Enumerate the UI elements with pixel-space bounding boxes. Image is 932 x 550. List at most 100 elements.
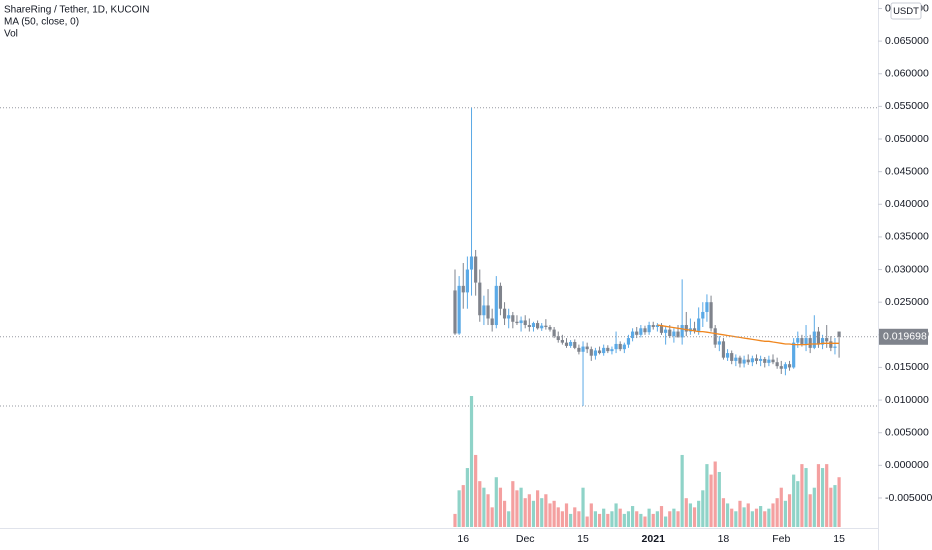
candle-body [651, 325, 655, 327]
volume-bar [614, 503, 618, 527]
candle-body [668, 329, 672, 337]
candle-body [647, 325, 651, 333]
candle-body [511, 315, 515, 322]
y-tick-label: 0.030000 [885, 263, 929, 275]
volume-bar [511, 481, 515, 527]
volume-bar [581, 487, 585, 527]
volume-bar [672, 508, 676, 527]
candle-body [519, 320, 523, 324]
candle-body [478, 282, 482, 316]
volume-bar [635, 511, 639, 527]
candle-body [709, 302, 713, 329]
x-tick-label: 16 [457, 533, 469, 545]
y-tick-label: 0.065000 [885, 35, 929, 47]
candle-body [833, 346, 837, 348]
candle-body [796, 338, 800, 343]
candle-body [564, 342, 569, 346]
volume-bar [713, 461, 717, 527]
candle-body [540, 325, 544, 329]
candle-body [527, 325, 531, 327]
volume-bar [618, 508, 622, 527]
candle-body [457, 285, 461, 334]
candle-body [808, 338, 812, 348]
volume-bar [643, 516, 647, 527]
currency-button-box[interactable] [890, 2, 922, 20]
volume-bar [825, 464, 829, 527]
volume-bar [837, 477, 841, 527]
volume-bar [676, 511, 680, 527]
candle-body [502, 308, 507, 319]
last-price-label: 0.019698 [883, 331, 927, 343]
candle-body [482, 305, 486, 316]
currency-button-text[interactable]: USDT [893, 6, 919, 17]
volume-bar [569, 513, 573, 527]
volume-bar [647, 508, 651, 527]
candle-body [643, 328, 647, 333]
volume-bar [589, 503, 593, 527]
candle-body [577, 347, 581, 352]
candle-body [792, 342, 796, 368]
candle-body [585, 346, 589, 350]
candle-body [750, 358, 754, 363]
volume-bar [684, 498, 688, 527]
volume-bar [602, 508, 606, 527]
candle-body [465, 269, 469, 293]
volume-bar [585, 516, 589, 527]
candle-body [763, 358, 767, 363]
volume-bar [688, 503, 693, 527]
volume-bar [808, 494, 812, 527]
candle-body [560, 340, 564, 343]
volume-bar [498, 487, 503, 527]
candle-body [738, 357, 742, 364]
y-tick-label: 0.005000 [885, 426, 929, 438]
candle-body [589, 349, 593, 356]
volume-bar [564, 503, 569, 527]
volume-bar [610, 511, 614, 527]
volume-bar [469, 396, 474, 527]
volume-bar [800, 464, 804, 527]
volume-bar [792, 474, 796, 527]
candle-body [697, 318, 701, 331]
volume-bar [725, 503, 730, 527]
volume-bar [763, 511, 767, 527]
candle-body [754, 358, 759, 361]
candle-body [531, 323, 536, 327]
x-tick-label: 2021 [642, 533, 666, 545]
volume-bar [593, 511, 598, 527]
candle-body [825, 338, 829, 342]
volume-bar [692, 507, 697, 527]
volume-bar [651, 513, 655, 527]
candle-body [655, 325, 659, 327]
candle-body [544, 325, 548, 327]
candle-body [829, 341, 833, 348]
candle-body [787, 364, 792, 368]
candle-body [569, 341, 573, 346]
currency-button[interactable]: USDT [890, 2, 922, 20]
volume-bar [606, 513, 610, 527]
candle-body [552, 329, 556, 337]
candle-body [573, 341, 577, 348]
candle-body [812, 331, 816, 348]
x-tick-label: 15 [833, 533, 845, 545]
candle-body [676, 331, 680, 338]
candle-body [556, 336, 560, 341]
volume-bar [630, 506, 635, 527]
volume-bar [746, 503, 750, 527]
volume-bar [482, 487, 486, 527]
candle-body [800, 338, 804, 344]
volume-bar [639, 513, 643, 527]
volume-bar [767, 508, 771, 527]
candle-body [486, 305, 490, 319]
volume-bar [478, 481, 482, 527]
y-tick-label: 0.060000 [885, 68, 929, 80]
candle-body [469, 256, 474, 270]
candle-body [548, 326, 552, 330]
last-price-box [879, 328, 928, 345]
candle-body [820, 338, 825, 345]
y-tick-label: 0.045000 [885, 165, 929, 177]
candle-body [639, 328, 643, 335]
volume-bar [697, 500, 701, 527]
volume-bar [804, 468, 808, 527]
x-tick-label: 18 [718, 533, 730, 545]
volume-bar [779, 487, 783, 527]
